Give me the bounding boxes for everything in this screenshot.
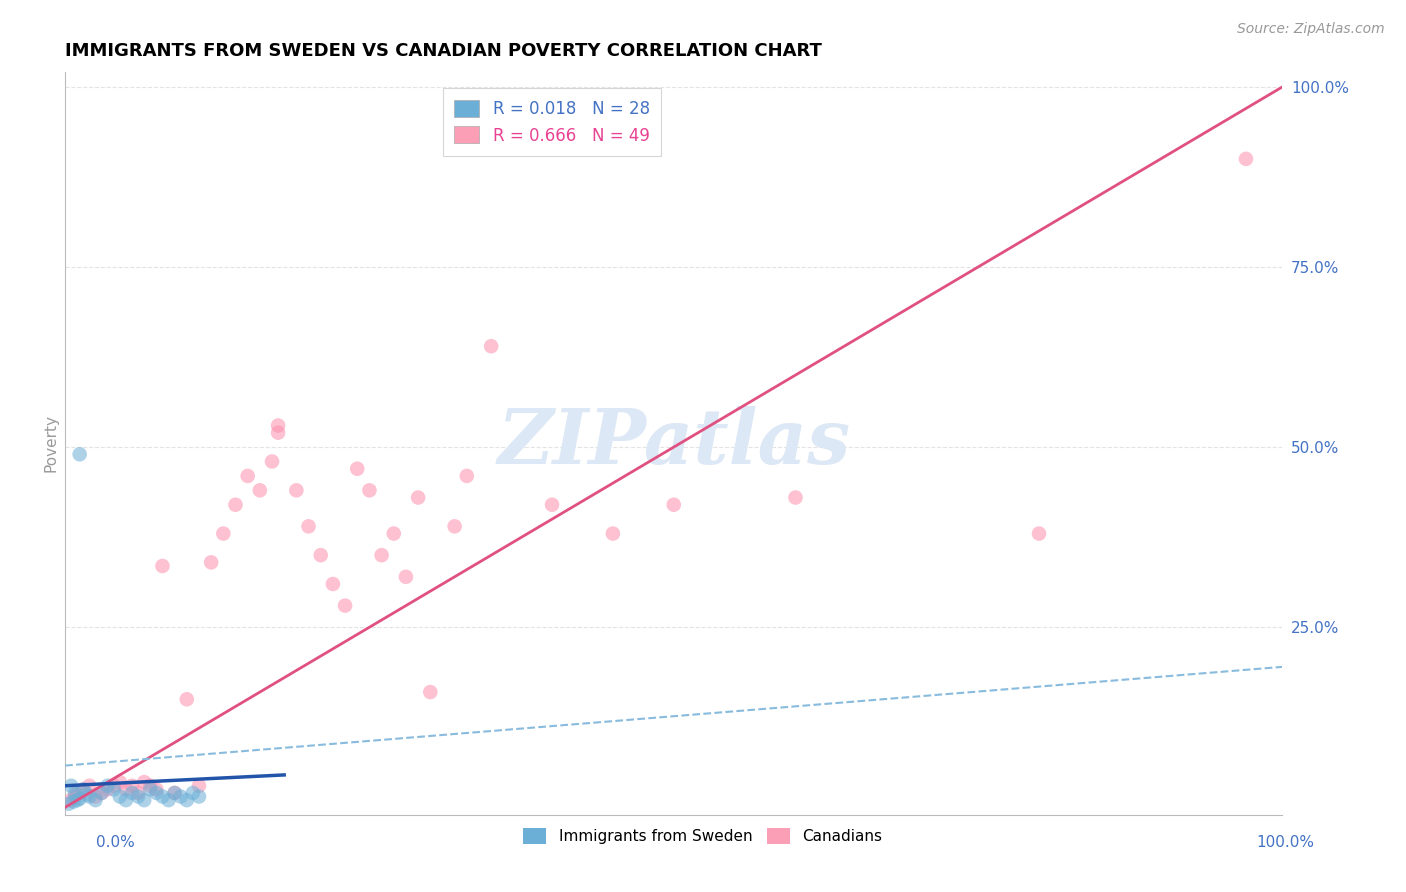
Point [285, 483, 308, 498]
Point [188, 779, 211, 793]
Point [212, 526, 235, 541]
Point [785, 491, 807, 505]
Point [176, 793, 198, 807]
Point [309, 548, 332, 562]
Point [72, 782, 94, 797]
Point [139, 782, 162, 797]
Point [62, 795, 84, 809]
Point [267, 418, 290, 433]
Point [163, 786, 186, 800]
Point [395, 570, 418, 584]
Point [456, 469, 478, 483]
Point [108, 775, 131, 789]
Point [163, 786, 186, 800]
Text: ZIPatlas: ZIPatlas [498, 407, 851, 481]
Legend: Immigrants from Sweden, Canadians: Immigrants from Sweden, Canadians [517, 822, 889, 850]
Point [346, 461, 368, 475]
Text: 100.0%: 100.0% [1257, 836, 1315, 850]
Point [1028, 526, 1050, 541]
Point [63, 786, 86, 800]
Point [69, 447, 91, 461]
Point [134, 775, 156, 789]
Point [188, 789, 211, 804]
Point [267, 425, 290, 440]
Point [84, 789, 107, 804]
Point [145, 782, 167, 797]
Point [152, 559, 174, 574]
Point [72, 782, 94, 797]
Point [58, 797, 80, 811]
Point [260, 454, 283, 468]
Point [236, 469, 259, 483]
Point [249, 483, 271, 498]
Point [662, 498, 685, 512]
Point [90, 786, 112, 800]
Point [115, 782, 138, 797]
Point [76, 788, 98, 802]
Text: 0.0%: 0.0% [96, 836, 135, 850]
Point [181, 786, 204, 800]
Point [406, 491, 429, 505]
Point [170, 789, 193, 804]
Point [152, 789, 174, 804]
Point [63, 789, 86, 804]
Point [115, 793, 138, 807]
Point [602, 526, 624, 541]
Point [127, 786, 149, 800]
Point [103, 782, 125, 797]
Point [333, 599, 356, 613]
Legend: R = 0.018   N = 28, R = 0.666   N = 49: R = 0.018 N = 28, R = 0.666 N = 49 [443, 88, 661, 156]
Point [443, 519, 465, 533]
Point [1234, 152, 1257, 166]
Point [97, 779, 120, 793]
Point [322, 577, 344, 591]
Point [97, 782, 120, 797]
Point [134, 793, 156, 807]
Point [121, 786, 143, 800]
Point [121, 779, 143, 793]
Point [359, 483, 381, 498]
Point [541, 498, 564, 512]
Point [224, 498, 246, 512]
Point [176, 692, 198, 706]
Point [103, 779, 125, 793]
Point [479, 339, 502, 353]
Point [84, 793, 107, 807]
Point [66, 786, 89, 800]
Point [157, 793, 180, 807]
Point [139, 779, 162, 793]
Point [297, 519, 319, 533]
Point [69, 791, 91, 805]
Point [419, 685, 441, 699]
Point [79, 779, 101, 793]
Point [79, 789, 101, 804]
Point [370, 548, 392, 562]
Point [145, 786, 167, 800]
Point [90, 786, 112, 800]
Point [382, 526, 405, 541]
Point [60, 793, 83, 807]
Point [200, 555, 222, 569]
Point [108, 789, 131, 804]
Point [127, 789, 149, 804]
Text: IMMIGRANTS FROM SWEDEN VS CANADIAN POVERTY CORRELATION CHART: IMMIGRANTS FROM SWEDEN VS CANADIAN POVER… [65, 42, 823, 60]
Text: Source: ZipAtlas.com: Source: ZipAtlas.com [1237, 22, 1385, 37]
Point [60, 779, 83, 793]
Y-axis label: Poverty: Poverty [44, 415, 58, 473]
Point [66, 793, 89, 807]
